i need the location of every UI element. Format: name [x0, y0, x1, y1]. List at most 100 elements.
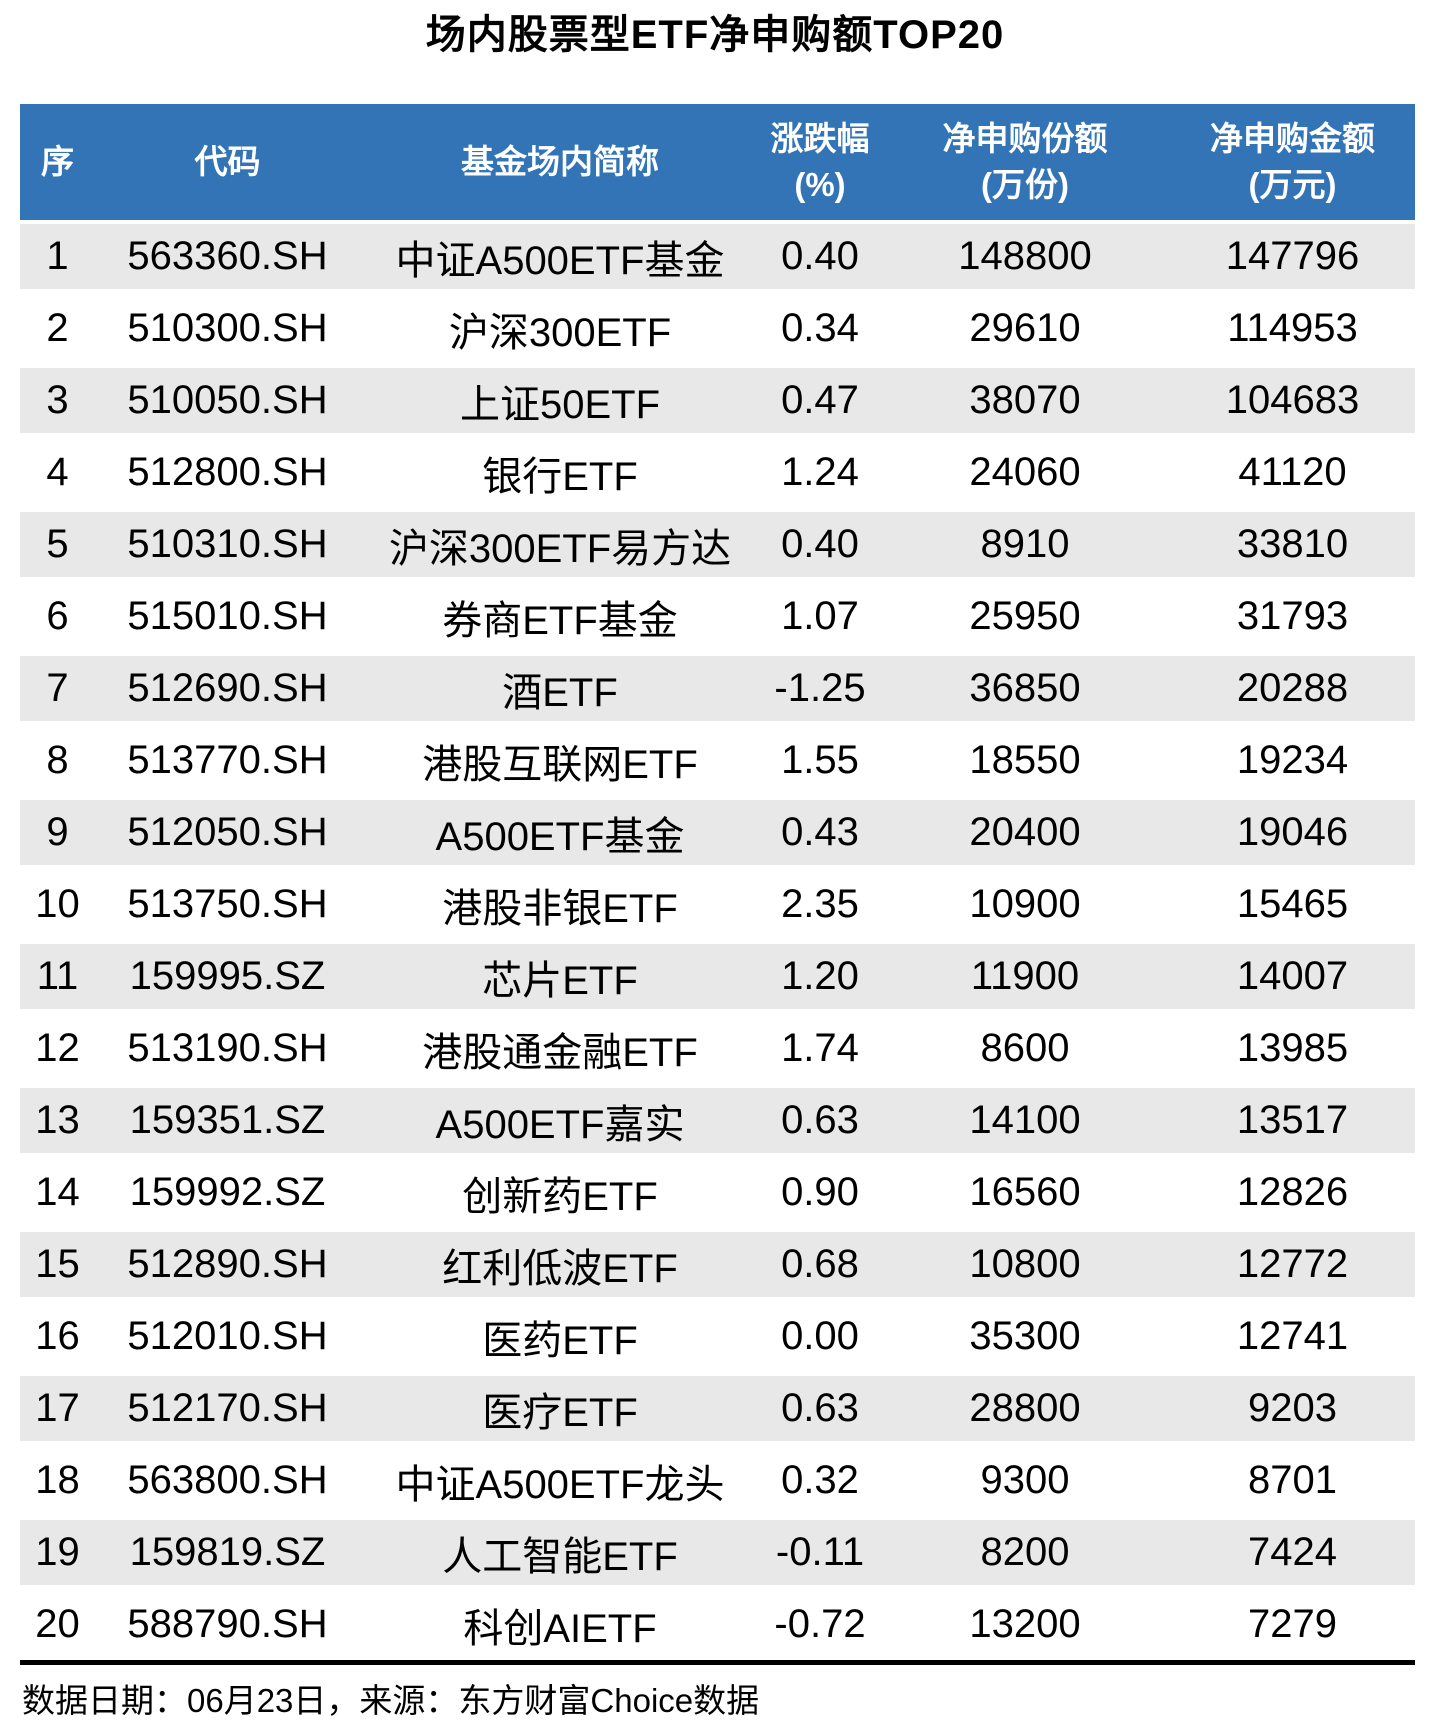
col-header-net-subscription-shares: 净申购份额 (万份) — [880, 104, 1170, 220]
cell-code: 159992.SZ — [95, 1156, 360, 1228]
cell-code: 159819.SZ — [95, 1516, 360, 1588]
col-header-net-subscription-amount: 净申购金额 (万元) — [1170, 104, 1415, 220]
cell-rank: 15 — [20, 1228, 95, 1300]
table-row: 6 515010.SH 券商ETF基金 1.07 25950 31793 — [20, 580, 1415, 652]
table-row: 19 159819.SZ 人工智能ETF -0.11 8200 7424 — [20, 1516, 1415, 1588]
cell-net-subscription-amount: 147796 — [1170, 220, 1415, 292]
table-row: 10 513750.SH 港股非银ETF 2.35 10900 15465 — [20, 868, 1415, 940]
cell-code: 588790.SH — [95, 1588, 360, 1660]
cell-net-subscription-amount: 15465 — [1170, 868, 1415, 940]
cell-net-subscription-amount: 20288 — [1170, 652, 1415, 724]
cell-change-pct: 0.63 — [760, 1084, 880, 1156]
cell-net-subscription-shares: 25950 — [880, 580, 1170, 652]
cell-rank: 2 — [20, 292, 95, 364]
cell-rank: 4 — [20, 436, 95, 508]
cell-net-subscription-shares: 28800 — [880, 1372, 1170, 1444]
cell-code: 512170.SH — [95, 1372, 360, 1444]
col-label: 代码 — [194, 143, 261, 181]
cell-rank: 17 — [20, 1372, 95, 1444]
col-unit: (万份) — [981, 166, 1069, 203]
cell-rank: 20 — [20, 1588, 95, 1660]
cell-change-pct: 0.32 — [760, 1444, 880, 1516]
cell-rank: 11 — [20, 940, 95, 1012]
table-row: 9 512050.SH A500ETF基金 0.43 20400 19046 — [20, 796, 1415, 868]
cell-code: 512890.SH — [95, 1228, 360, 1300]
cell-rank: 19 — [20, 1516, 95, 1588]
cell-fund-name: 银行ETF — [360, 436, 760, 508]
cell-rank: 3 — [20, 364, 95, 436]
footer-divider — [20, 1660, 1415, 1665]
col-header-fund-name: 基金场内简称 — [360, 104, 760, 220]
header-row: 序 代码 基金场内简称 涨跌幅 (%) 净申购份额 (万份) 净申购金额 — [20, 104, 1415, 220]
cell-net-subscription-amount: 19046 — [1170, 796, 1415, 868]
cell-fund-name: 人工智能ETF — [360, 1516, 760, 1588]
col-unit: (万元) — [1248, 166, 1337, 203]
cell-fund-name: 上证50ETF — [360, 364, 760, 436]
table-row: 18 563800.SH 中证A500ETF龙头 0.32 9300 8701 — [20, 1444, 1415, 1516]
cell-change-pct: -0.72 — [760, 1588, 880, 1660]
col-label: 净申购份额 — [942, 120, 1108, 158]
data-source-note: 数据日期：06月23日，来源：东方财富Choice数据 — [22, 1682, 760, 1719]
cell-change-pct: 1.20 — [760, 940, 880, 1012]
table-row: 20 588790.SH 科创AIETF -0.72 13200 7279 — [20, 1588, 1415, 1660]
table-row: 13 159351.SZ A500ETF嘉实 0.63 14100 13517 — [20, 1084, 1415, 1156]
cell-fund-name: 中证A500ETF基金 — [360, 220, 760, 292]
cell-rank: 10 — [20, 868, 95, 940]
col-label: 涨跌幅 — [770, 120, 870, 158]
cell-fund-name: 酒ETF — [360, 652, 760, 724]
table-row: 17 512170.SH 医疗ETF 0.63 28800 9203 — [20, 1372, 1415, 1444]
page-title: 场内股票型ETF净申购额TOP20 — [425, 13, 1005, 57]
cell-net-subscription-amount: 31793 — [1170, 580, 1415, 652]
cell-net-subscription-shares: 9300 — [880, 1444, 1170, 1516]
cell-change-pct: 0.40 — [760, 508, 880, 580]
cell-change-pct: 0.47 — [760, 364, 880, 436]
cell-fund-name: A500ETF嘉实 — [360, 1084, 760, 1156]
cell-net-subscription-amount: 13985 — [1170, 1012, 1415, 1084]
cell-code: 510310.SH — [95, 508, 360, 580]
table-body: 1 563360.SH 中证A500ETF基金 0.40 148800 1477… — [20, 220, 1415, 1660]
cell-change-pct: 1.74 — [760, 1012, 880, 1084]
col-label: 基金场内简称 — [461, 143, 659, 181]
table-row: 1 563360.SH 中证A500ETF基金 0.40 148800 1477… — [20, 220, 1415, 292]
cell-code: 515010.SH — [95, 580, 360, 652]
cell-rank: 6 — [20, 580, 95, 652]
cell-rank: 16 — [20, 1300, 95, 1372]
cell-net-subscription-shares: 8600 — [880, 1012, 1170, 1084]
cell-fund-name: 港股通金融ETF — [360, 1012, 760, 1084]
cell-net-subscription-shares: 10800 — [880, 1228, 1170, 1300]
cell-net-subscription-shares: 24060 — [880, 436, 1170, 508]
cell-fund-name: 中证A500ETF龙头 — [360, 1444, 760, 1516]
col-label: 净申购金额 — [1210, 120, 1375, 158]
cell-net-subscription-amount: 114953 — [1170, 292, 1415, 364]
cell-change-pct: 0.34 — [760, 292, 880, 364]
cell-fund-name: 券商ETF基金 — [360, 580, 760, 652]
cell-change-pct: -0.11 — [760, 1516, 880, 1588]
cell-net-subscription-shares: 13200 — [880, 1588, 1170, 1660]
cell-net-subscription-amount: 12772 — [1170, 1228, 1415, 1300]
cell-net-subscription-shares: 8200 — [880, 1516, 1170, 1588]
table-row: 16 512010.SH 医药ETF 0.00 35300 12741 — [20, 1300, 1415, 1372]
table-row: 12 513190.SH 港股通金融ETF 1.74 8600 13985 — [20, 1012, 1415, 1084]
cell-code: 563360.SH — [95, 220, 360, 292]
col-label: 序 — [41, 143, 74, 181]
cell-net-subscription-shares: 29610 — [880, 292, 1170, 364]
cell-net-subscription-shares: 10900 — [880, 868, 1170, 940]
cell-fund-name: A500ETF基金 — [360, 796, 760, 868]
cell-rank: 5 — [20, 508, 95, 580]
col-header-change-pct: 涨跌幅 (%) — [760, 104, 880, 220]
col-header-code: 代码 — [95, 104, 360, 220]
cell-net-subscription-amount: 8701 — [1170, 1444, 1415, 1516]
cell-change-pct: 2.35 — [760, 868, 880, 940]
table-row: 4 512800.SH 银行ETF 1.24 24060 41120 — [20, 436, 1415, 508]
cell-rank: 7 — [20, 652, 95, 724]
cell-code: 512690.SH — [95, 652, 360, 724]
cell-fund-name: 创新药ETF — [360, 1156, 760, 1228]
col-header-rank: 序 — [20, 104, 95, 220]
cell-fund-name: 医疗ETF — [360, 1372, 760, 1444]
cell-code: 510050.SH — [95, 364, 360, 436]
cell-fund-name: 港股非银ETF — [360, 868, 760, 940]
table-row: 5 510310.SH 沪深300ETF易方达 0.40 8910 33810 — [20, 508, 1415, 580]
cell-net-subscription-amount: 12826 — [1170, 1156, 1415, 1228]
cell-net-subscription-amount: 41120 — [1170, 436, 1415, 508]
cell-code: 513770.SH — [95, 724, 360, 796]
